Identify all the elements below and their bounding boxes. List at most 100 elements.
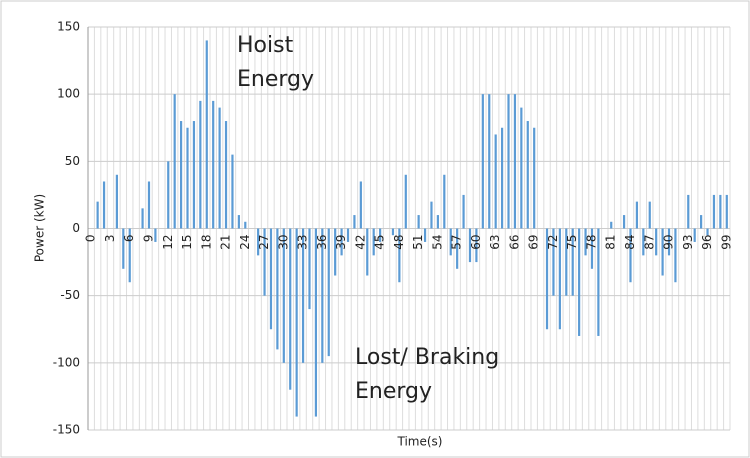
bar [667,228,671,256]
bar [578,228,581,336]
bar [533,127,536,229]
bar [391,228,395,236]
bar [507,94,510,229]
bar [693,228,696,242]
bar [147,181,151,229]
bar [642,228,645,256]
bar [257,228,260,256]
bar [423,228,427,242]
y-tick-label: -150 [53,423,80,437]
y-tick-label: -100 [53,355,80,369]
bar [674,228,677,283]
bar [212,100,215,229]
bar [186,127,189,229]
bar [430,201,433,229]
x-tick-label: 45 [373,235,387,250]
bar [353,215,356,229]
bar [475,228,478,263]
x-tick-label: 33 [296,235,310,250]
bar [359,181,362,229]
x-tick-label: 42 [353,235,367,250]
bar [558,228,561,330]
x-tick-label: 63 [488,235,502,250]
bar [102,181,106,229]
bar [154,228,157,242]
bar [231,154,234,229]
x-tick-label: 72 [546,235,560,250]
x-tick-label: 60 [469,235,483,250]
bar [128,228,131,283]
x-tick-label: 57 [450,235,464,250]
x-tick-label: 81 [604,235,618,250]
bar [648,201,651,229]
x-tick-label: 78 [584,235,598,250]
x-tick-label: 93 [681,235,695,250]
x-tick-label: 96 [700,235,714,250]
bar [327,228,330,357]
bar [96,201,99,229]
bar [456,228,459,269]
bar [622,215,626,229]
bar [173,94,176,229]
bar [706,228,709,236]
bar [224,121,228,229]
bar [719,194,722,229]
bar [565,228,568,296]
x-axis-label: Time(s) [397,435,443,449]
bar [237,215,240,229]
x-tick-label: 54 [430,235,444,250]
bar [462,194,465,229]
x-tick-label: 36 [315,235,329,250]
bar [321,228,324,363]
bar [263,228,266,296]
x-tick-label: 84 [623,235,637,250]
bar [661,228,664,276]
x-tick-label: 27 [257,235,271,250]
bar [308,228,311,310]
bar [513,94,517,229]
y-axis-label: Power (kW) [33,194,47,262]
bar [436,215,439,229]
x-tick-label: 90 [662,235,676,250]
bar [571,228,574,296]
bar [635,201,639,229]
bar [192,121,196,229]
y-tick-label: 150 [57,20,80,34]
bar [443,174,446,229]
bar [590,228,594,269]
bar [205,40,208,229]
bar [199,100,202,229]
bar [494,134,497,229]
x-tick-label: 30 [276,235,290,250]
x-tick-label: 99 [719,235,733,250]
bar [218,107,221,229]
bar [282,228,285,363]
bar [167,161,170,229]
bar [379,228,382,242]
bar [269,228,273,330]
annotation: Energy [237,67,314,92]
x-tick-label: 51 [411,235,425,250]
bar [295,228,298,417]
y-tick-label: -50 [60,288,80,302]
x-tick-label: 0 [84,235,98,243]
bar [468,228,472,263]
x-tick-label: 66 [507,235,521,250]
bar [700,215,703,229]
y-tick-label: 100 [57,87,80,101]
bar [417,215,420,229]
x-tick-label: 21 [219,235,233,250]
bar [314,228,318,417]
bar [526,121,529,229]
annotation: Energy [355,379,432,404]
bar [481,94,484,229]
bar [552,228,555,296]
bar [404,174,407,229]
bar [244,221,247,229]
bar [545,228,549,330]
bar [334,228,337,276]
bar [276,228,279,350]
x-tick-label: 18 [199,235,213,250]
